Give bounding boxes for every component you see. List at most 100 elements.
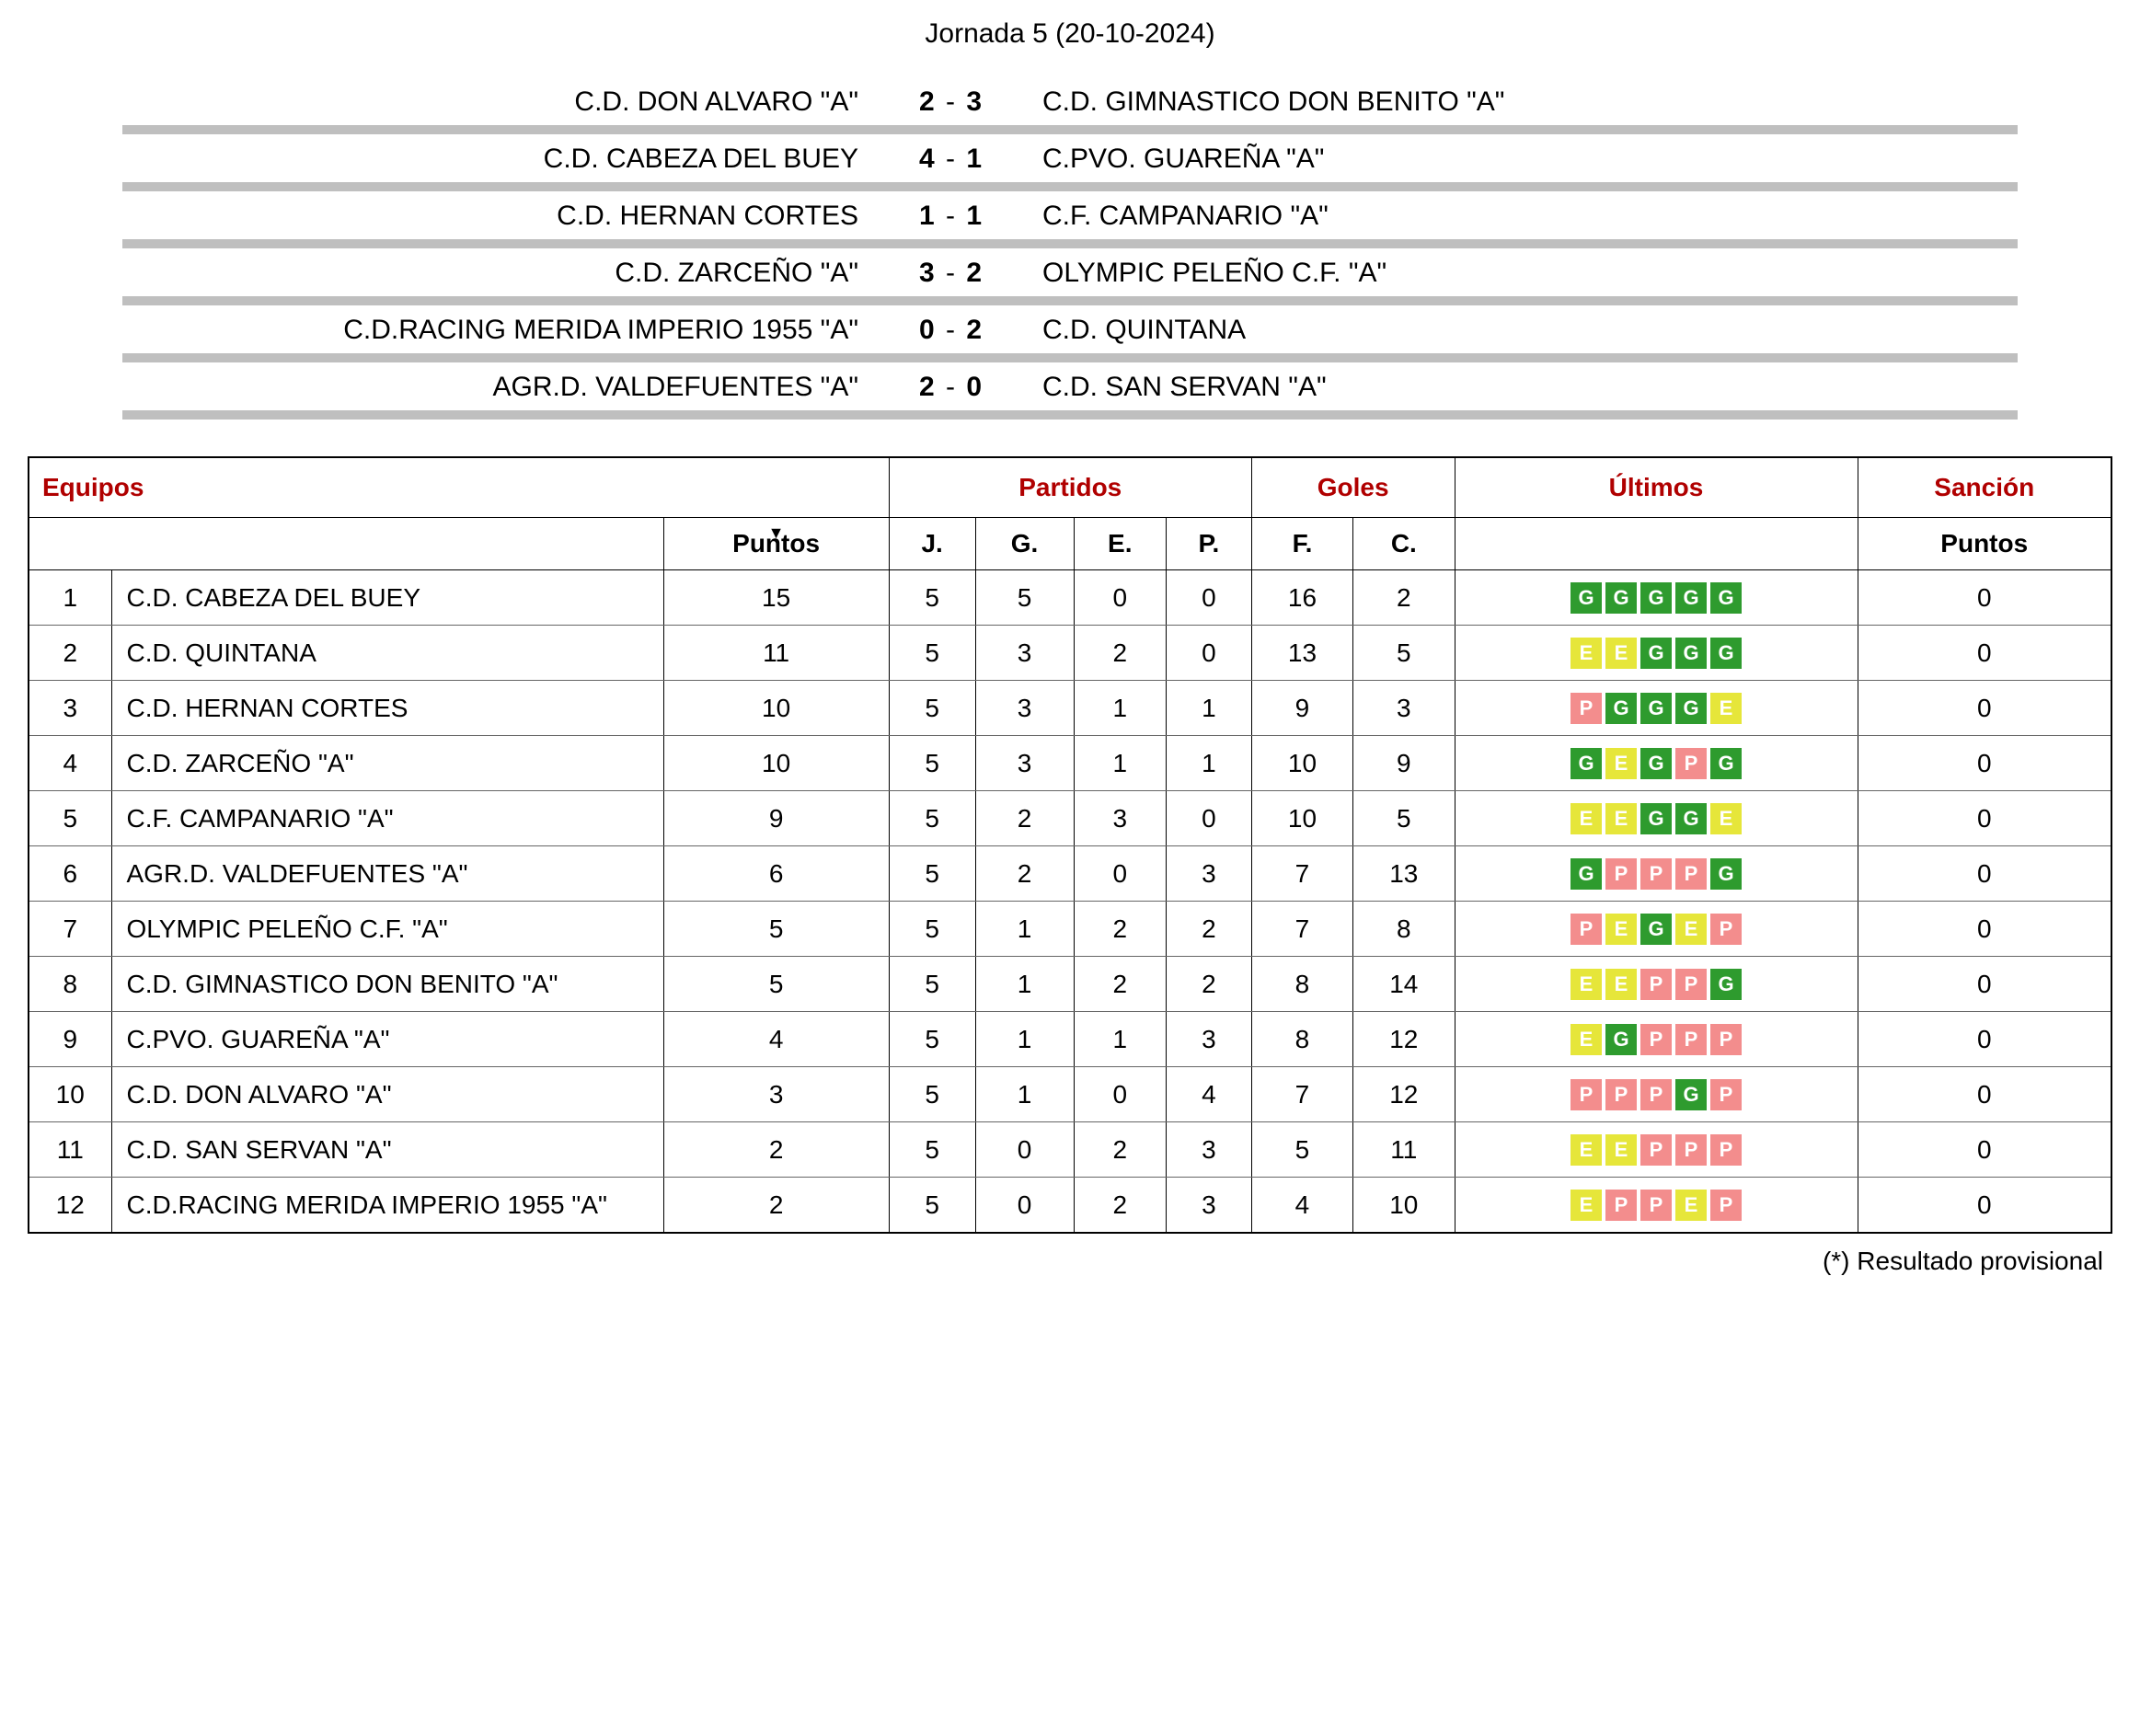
cell-g: 0: [975, 1122, 1074, 1178]
cell-pos: 12: [29, 1178, 111, 1234]
form-box-g: G: [1640, 748, 1672, 779]
match-divider: [122, 125, 2018, 134]
cell-c: 12: [1353, 1067, 1455, 1122]
match-divider: [122, 239, 2018, 248]
cell-e: 0: [1074, 570, 1166, 626]
cell-j: 5: [889, 902, 975, 957]
cell-e: 1: [1074, 1012, 1166, 1067]
cell-team: AGR.D. VALDEFUENTES "A": [111, 846, 663, 902]
form-box-g: G: [1675, 1079, 1707, 1110]
cell-san: 0: [1858, 736, 2111, 791]
cell-f: 8: [1251, 957, 1352, 1012]
cell-j: 5: [889, 1122, 975, 1178]
cell-f: 10: [1251, 791, 1352, 846]
form-box-g: G: [1640, 914, 1672, 945]
header-c: C.: [1353, 518, 1455, 570]
header-puntos-sort[interactable]: ▼ Puntos: [663, 518, 889, 570]
cell-san: 0: [1858, 681, 2111, 736]
cell-team: C.D. DON ALVARO "A": [111, 1067, 663, 1122]
cell-team: C.D. HERNAN CORTES: [111, 681, 663, 736]
match-score: 2 - 3: [895, 86, 1006, 118]
cell-pts: 10: [663, 681, 889, 736]
cell-form: EEPPP: [1455, 1122, 1858, 1178]
table-row: 9C.PVO. GUAREÑA "A"45113812EGPPP0: [29, 1012, 2111, 1067]
cell-pos: 4: [29, 736, 111, 791]
match-score: 4 - 1: [895, 144, 1006, 175]
form-box-p: P: [1675, 748, 1707, 779]
cell-e: 1: [1074, 681, 1166, 736]
header-e: E.: [1074, 518, 1166, 570]
cell-c: 13: [1353, 846, 1455, 902]
match-row: C.D. HERNAN CORTES1 - 1C.F. CAMPANARIO "…: [122, 191, 2018, 239]
cell-c: 14: [1353, 957, 1455, 1012]
cell-p: 3: [1166, 1012, 1251, 1067]
cell-pos: 7: [29, 902, 111, 957]
cell-e: 3: [1074, 791, 1166, 846]
cell-team: C.D.RACING MERIDA IMPERIO 1955 "A": [111, 1178, 663, 1234]
cell-e: 2: [1074, 626, 1166, 681]
form-row: EPPEP: [1570, 1190, 1742, 1221]
match-row: C.D. ZARCEÑO "A"3 - 2OLYMPIC PELEÑO C.F.…: [122, 248, 2018, 296]
cell-p: 0: [1166, 570, 1251, 626]
cell-g: 1: [975, 1012, 1074, 1067]
form-box-p: P: [1605, 1079, 1637, 1110]
form-box-g: G: [1675, 638, 1707, 669]
cell-form: EEGGG: [1455, 626, 1858, 681]
sort-desc-icon: ▼: [768, 523, 785, 543]
form-box-g: G: [1570, 858, 1602, 890]
cell-p: 3: [1166, 1122, 1251, 1178]
cell-pos: 9: [29, 1012, 111, 1067]
form-box-p: P: [1570, 914, 1602, 945]
table-row: 1C.D. CABEZA DEL BUEY155500162GGGGG0: [29, 570, 2111, 626]
form-box-g: G: [1675, 803, 1707, 834]
cell-pts: 5: [663, 957, 889, 1012]
cell-form: PGGGE: [1455, 681, 1858, 736]
cell-f: 7: [1251, 1067, 1352, 1122]
cell-team: C.D. SAN SERVAN "A": [111, 1122, 663, 1178]
cell-team: C.D. QUINTANA: [111, 626, 663, 681]
cell-p: 2: [1166, 957, 1251, 1012]
cell-c: 8: [1353, 902, 1455, 957]
header-ultimos-blank: [1455, 518, 1858, 570]
header-f: F.: [1251, 518, 1352, 570]
form-box-p: P: [1605, 1190, 1637, 1221]
cell-san: 0: [1858, 1178, 2111, 1234]
match-divider: [122, 353, 2018, 362]
form-box-e: E: [1710, 803, 1742, 834]
cell-team: OLYMPIC PELEÑO C.F. "A": [111, 902, 663, 957]
cell-f: 4: [1251, 1178, 1352, 1234]
match-home: C.D. CABEZA DEL BUEY: [122, 144, 895, 175]
cell-pos: 2: [29, 626, 111, 681]
form-box-p: P: [1640, 1024, 1672, 1055]
cell-c: 2: [1353, 570, 1455, 626]
cell-g: 0: [975, 1178, 1074, 1234]
cell-san: 0: [1858, 791, 2111, 846]
cell-f: 7: [1251, 846, 1352, 902]
cell-p: 1: [1166, 736, 1251, 791]
cell-pts: 2: [663, 1122, 889, 1178]
header-sancion-puntos: Puntos: [1858, 518, 2111, 570]
form-box-p: P: [1570, 1079, 1602, 1110]
cell-j: 5: [889, 626, 975, 681]
form-box-p: P: [1710, 1024, 1742, 1055]
form-box-g: G: [1640, 582, 1672, 614]
cell-p: 0: [1166, 626, 1251, 681]
cell-pos: 5: [29, 791, 111, 846]
cell-form: EGPPP: [1455, 1012, 1858, 1067]
form-box-e: E: [1605, 914, 1637, 945]
cell-pos: 8: [29, 957, 111, 1012]
cell-p: 3: [1166, 1178, 1251, 1234]
match-row: AGR.D. VALDEFUENTES "A"2 - 0C.D. SAN SER…: [122, 362, 2018, 410]
match-home: C.D.RACING MERIDA IMPERIO 1955 "A": [122, 315, 895, 346]
jornada-title: Jornada 5 (20-10-2024): [28, 18, 2112, 50]
cell-f: 8: [1251, 1012, 1352, 1067]
form-box-g: G: [1640, 693, 1672, 724]
cell-c: 12: [1353, 1012, 1455, 1067]
cell-j: 5: [889, 846, 975, 902]
form-box-g: G: [1605, 693, 1637, 724]
cell-g: 1: [975, 957, 1074, 1012]
cell-j: 5: [889, 1012, 975, 1067]
cell-e: 2: [1074, 957, 1166, 1012]
table-row: 10C.D. DON ALVARO "A"35104712PPPGP0: [29, 1067, 2111, 1122]
cell-j: 5: [889, 681, 975, 736]
